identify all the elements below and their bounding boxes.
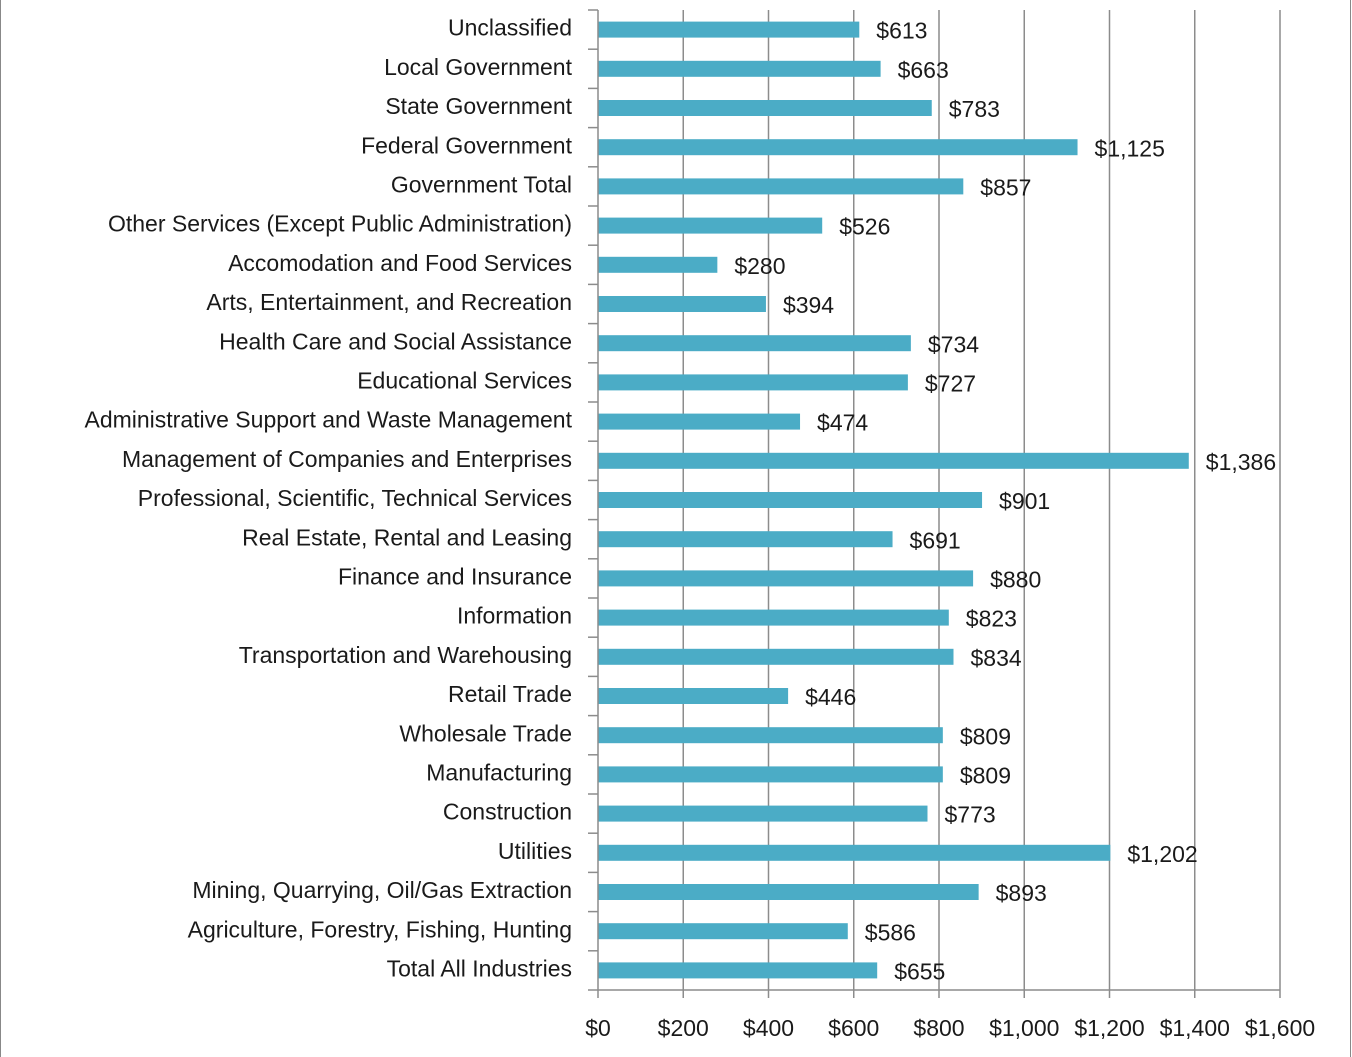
x-tick-label: $400 [743,1015,794,1041]
bar [598,60,881,77]
y-tick-label: Agriculture, Forestry, Fishing, Hunting [188,916,572,942]
bar [598,100,932,116]
y-tick-label: Total All Industries [387,955,572,981]
bar [598,805,928,822]
y-tick-label: Mining, Quarrying, Oil/Gas Extraction [192,877,572,903]
x-tick-label: $200 [658,1015,709,1041]
y-tick-label: Accomodation and Food Services [228,250,572,276]
y-tick-label: Administrative Support and Waste Managem… [84,407,572,433]
y-tick-label: Construction [443,799,572,825]
value-label: $880 [990,566,1041,592]
bar [598,531,893,548]
value-label: $1,202 [1127,841,1197,867]
y-tick-label: Management of Companies and Enterprises [122,446,572,472]
y-tick-label: State Government [385,93,572,119]
value-label: $526 [839,214,890,240]
value-label: $474 [817,410,868,436]
value-label: $809 [960,762,1011,788]
bar [598,335,911,352]
bar [598,139,1078,156]
bar [598,609,949,626]
bar [598,452,1189,469]
value-label: $446 [805,684,856,710]
value-label: $893 [996,880,1047,906]
y-tick-label: Federal Government [361,132,573,158]
value-label: $663 [898,57,949,83]
bar [598,374,908,391]
value-label: $1,125 [1095,135,1165,161]
bar [598,296,766,312]
value-label: $280 [734,253,785,279]
value-label: $394 [783,292,834,318]
bar [598,923,848,940]
y-tick-label: Finance and Insurance [338,563,572,589]
value-label: $734 [928,331,979,357]
value-label: $586 [865,919,916,945]
y-tick-label: Health Care and Social Assistance [219,328,572,354]
y-tick-label: Local Government [384,54,573,80]
bar [598,492,983,508]
value-label: $823 [966,606,1017,632]
bar [598,884,979,900]
bar [598,570,974,587]
bar [598,962,878,979]
value-label: $857 [980,174,1031,200]
x-tick-label: $1,200 [1074,1015,1144,1041]
bar [598,648,954,665]
y-tick-label: Professional, Scientific, Technical Serv… [138,485,572,511]
y-tick-label: Utilities [498,838,572,864]
x-tick-label: $1,600 [1245,1015,1315,1041]
x-tick-label: $800 [913,1015,964,1041]
value-label: $1,386 [1206,449,1276,475]
y-tick-label: Manufacturing [426,759,572,785]
value-label: $727 [925,370,976,396]
bar [598,217,823,234]
bar [598,178,964,195]
value-label: $655 [894,958,945,984]
value-label: $773 [944,802,995,828]
y-tick-label: Real Estate, Rental and Leasing [242,524,572,550]
value-label: $901 [999,488,1050,514]
x-tick-label: $0 [585,1015,611,1041]
y-tick-label: Transportation and Warehousing [239,642,572,668]
value-label: $613 [876,18,927,44]
bar [598,256,718,273]
bar [598,413,801,430]
y-tick-label: Wholesale Trade [399,720,572,746]
y-tick-label: Educational Services [357,367,572,393]
y-tick-label: Arts, Entertainment, and Recreation [206,289,572,315]
bar [598,844,1111,861]
value-label: $809 [960,723,1011,749]
value-label: $834 [970,645,1021,671]
bar [598,21,860,38]
y-tick-label: Information [457,603,572,629]
x-tick-label: $1,000 [989,1015,1059,1041]
x-tick-label: $1,400 [1160,1015,1230,1041]
y-tick-label: Unclassified [448,15,572,41]
bar [598,688,789,704]
bar [598,727,943,744]
bar [598,766,943,783]
y-tick-label: Other Services (Except Public Administra… [108,211,572,237]
y-tick-label: Retail Trade [448,681,572,707]
x-tick-label: $600 [828,1015,879,1041]
value-label: $783 [949,96,1000,122]
value-label: $691 [910,527,961,553]
y-tick-label: Government Total [391,171,572,197]
